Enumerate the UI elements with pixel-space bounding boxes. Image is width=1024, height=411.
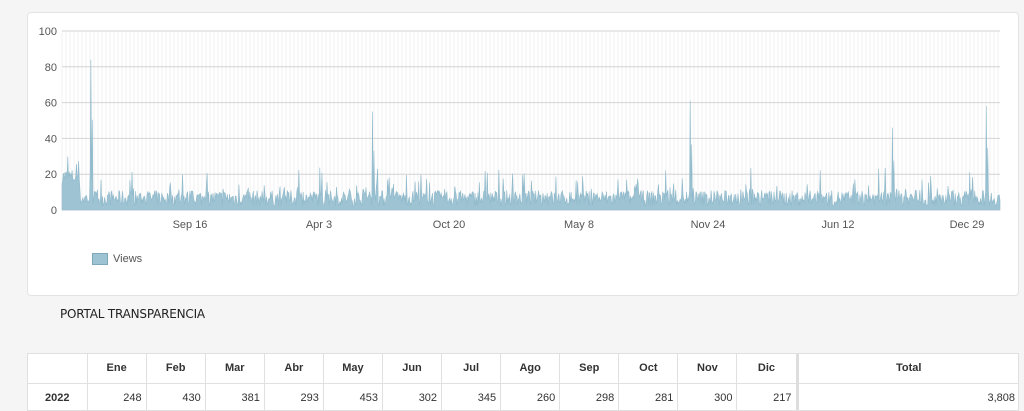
table-header-row: Ene Feb Mar Abr May Jun Jul Ago Sep Oct Nov Dic Tota… xyxy=(28,354,1018,384)
header-month: Dic xyxy=(736,354,799,384)
x-tick-label: May 8 xyxy=(564,219,594,231)
header-month: Nov xyxy=(677,354,738,384)
y-tick-label: 80 xyxy=(45,62,57,74)
x-tick-label: Dec 29 xyxy=(950,219,985,231)
header-month: Ago xyxy=(500,354,561,384)
monthly-views-table: Ene Feb Mar Abr May Jun Jul Ago Sep Oct Nov Dic Tota… xyxy=(27,353,1019,411)
x-tick-label: Sep 16 xyxy=(173,219,208,231)
x-tick-label: Apr 3 xyxy=(306,219,332,231)
cell-month-value: 260 xyxy=(500,383,561,410)
legend-swatch xyxy=(92,253,108,265)
y-tick-label: 60 xyxy=(45,98,57,110)
cell-month-value: 298 xyxy=(559,383,620,410)
header-total: Total xyxy=(797,354,1018,384)
vertical-gridlines xyxy=(61,31,999,210)
header-month: Mar xyxy=(205,354,265,384)
header-month: May xyxy=(323,354,383,384)
cell-month-value: 430 xyxy=(146,383,206,410)
cell-month-value: 217 xyxy=(736,383,799,410)
legend-label-views: Views xyxy=(113,253,143,265)
header-year xyxy=(28,354,88,384)
x-tick-label: Oct 20 xyxy=(433,219,465,231)
views-chart: 0 20 40 60 80 100 Sep 16 Apr 3 Oct 20 May 8 Nov 24… xyxy=(39,26,1001,231)
cell-month-value: 248 xyxy=(87,383,147,410)
header-month: Sep xyxy=(559,354,620,384)
cell-month-value: 345 xyxy=(441,383,502,410)
cell-month-value: 381 xyxy=(205,383,265,410)
section-title: PORTAL TRANSPARENCIA xyxy=(60,307,205,321)
x-tick-label: Nov 24 xyxy=(691,219,726,231)
cell-month-value: 293 xyxy=(264,383,324,410)
header-month: Jul xyxy=(441,354,502,384)
y-tick-label: 20 xyxy=(45,169,57,181)
header-month: Abr xyxy=(264,354,324,384)
header-month: Feb xyxy=(146,354,206,384)
header-month: Ene xyxy=(87,354,147,384)
cell-total: 3,808 xyxy=(797,383,1018,410)
cell-month-value: 281 xyxy=(618,383,679,410)
row-year: 2022 xyxy=(28,383,88,410)
views-chart-card: 0 20 40 60 80 100 Sep 16 Apr 3 Oct 20 May 8 Nov 24… xyxy=(27,12,1019,296)
cell-month-value: 453 xyxy=(323,383,383,410)
table-row: 2022 248 430 381 293 453 302 345 260 298 281 300 217… xyxy=(28,383,1018,410)
y-tick-label: 0 xyxy=(51,205,57,217)
y-tick-label: 100 xyxy=(39,26,57,38)
cell-month-value: 300 xyxy=(677,383,738,410)
chart-legend[interactable]: Views xyxy=(92,253,142,265)
y-tick-label: 40 xyxy=(45,133,57,145)
header-month: Jun xyxy=(382,354,443,384)
cell-month-value: 302 xyxy=(382,383,443,410)
x-tick-label: Jun 12 xyxy=(821,219,854,231)
series-views-area xyxy=(61,59,1001,211)
header-month: Oct xyxy=(618,354,679,384)
